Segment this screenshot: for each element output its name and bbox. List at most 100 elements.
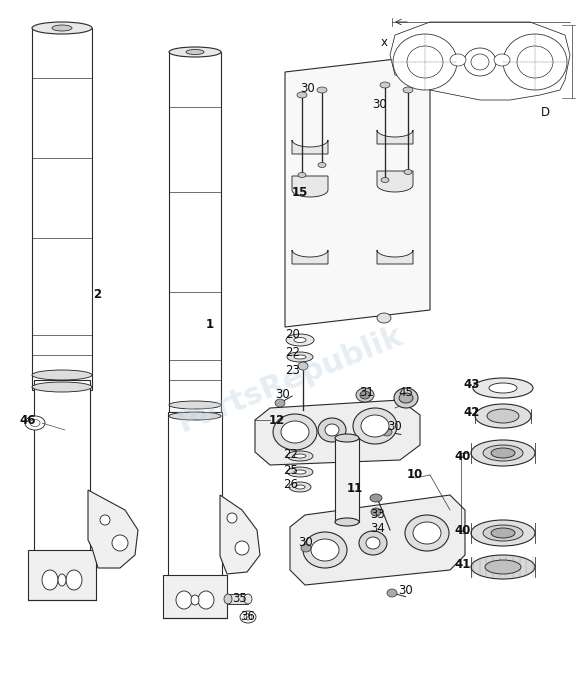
Ellipse shape	[335, 434, 359, 442]
Ellipse shape	[517, 46, 553, 78]
Text: 35: 35	[233, 591, 247, 605]
Ellipse shape	[235, 541, 249, 555]
Ellipse shape	[471, 520, 535, 546]
Text: 10: 10	[407, 468, 423, 481]
Ellipse shape	[198, 591, 214, 609]
Ellipse shape	[25, 416, 45, 430]
Ellipse shape	[286, 334, 314, 346]
Ellipse shape	[483, 445, 523, 461]
Ellipse shape	[485, 560, 521, 574]
Ellipse shape	[370, 494, 382, 502]
Text: 30: 30	[276, 389, 290, 402]
Text: x: x	[381, 36, 388, 49]
Ellipse shape	[294, 454, 306, 458]
Text: 1: 1	[206, 319, 214, 331]
Text: 23: 23	[286, 364, 300, 377]
Ellipse shape	[301, 544, 311, 552]
Ellipse shape	[30, 419, 40, 427]
Ellipse shape	[294, 470, 306, 474]
Text: D: D	[540, 105, 550, 119]
Ellipse shape	[489, 383, 517, 393]
Ellipse shape	[240, 611, 256, 623]
Ellipse shape	[387, 589, 397, 597]
Ellipse shape	[176, 591, 192, 609]
Ellipse shape	[169, 47, 221, 57]
Polygon shape	[168, 412, 222, 580]
Ellipse shape	[244, 614, 252, 620]
Text: 33: 33	[371, 508, 385, 520]
Ellipse shape	[112, 535, 128, 551]
Ellipse shape	[407, 46, 443, 78]
Polygon shape	[335, 438, 359, 522]
Ellipse shape	[491, 448, 515, 458]
Polygon shape	[292, 250, 328, 264]
Polygon shape	[292, 140, 328, 154]
Text: 11: 11	[347, 481, 363, 495]
Ellipse shape	[487, 409, 519, 423]
Ellipse shape	[361, 415, 389, 437]
Text: 40: 40	[455, 450, 471, 462]
Ellipse shape	[169, 412, 221, 420]
Polygon shape	[285, 55, 430, 327]
Ellipse shape	[297, 92, 307, 98]
Ellipse shape	[287, 467, 313, 477]
Text: 46: 46	[20, 414, 36, 427]
Text: 30: 30	[399, 583, 413, 597]
Ellipse shape	[58, 574, 66, 586]
Ellipse shape	[450, 54, 466, 66]
Polygon shape	[228, 594, 248, 604]
Ellipse shape	[413, 522, 441, 544]
Ellipse shape	[318, 163, 326, 167]
Ellipse shape	[318, 418, 346, 442]
Polygon shape	[220, 495, 260, 574]
Text: 41: 41	[455, 558, 471, 572]
Ellipse shape	[471, 440, 535, 466]
Polygon shape	[163, 575, 227, 618]
Ellipse shape	[503, 34, 567, 90]
Ellipse shape	[359, 531, 387, 555]
Text: 30: 30	[388, 421, 402, 433]
Ellipse shape	[191, 595, 199, 605]
Text: 36: 36	[241, 610, 255, 624]
Ellipse shape	[399, 393, 413, 403]
Ellipse shape	[32, 22, 92, 34]
Polygon shape	[28, 550, 96, 600]
Text: 30: 30	[298, 537, 314, 549]
Ellipse shape	[273, 414, 317, 450]
Text: 43: 43	[464, 379, 480, 391]
Text: 20: 20	[286, 329, 300, 342]
Ellipse shape	[473, 378, 533, 398]
Polygon shape	[88, 490, 138, 568]
Ellipse shape	[281, 421, 309, 443]
Ellipse shape	[298, 173, 306, 178]
Ellipse shape	[471, 54, 489, 70]
Ellipse shape	[371, 508, 381, 516]
Ellipse shape	[325, 424, 339, 436]
Ellipse shape	[366, 537, 380, 549]
Polygon shape	[34, 380, 90, 560]
Ellipse shape	[471, 555, 535, 579]
Ellipse shape	[317, 87, 327, 93]
Ellipse shape	[494, 54, 510, 66]
Text: 30: 30	[373, 99, 387, 111]
Ellipse shape	[294, 355, 306, 359]
Text: 30: 30	[301, 82, 315, 95]
Ellipse shape	[483, 525, 523, 541]
Ellipse shape	[353, 408, 397, 444]
Text: 12: 12	[269, 414, 285, 427]
Ellipse shape	[377, 313, 391, 323]
Polygon shape	[377, 130, 413, 144]
Ellipse shape	[404, 169, 412, 175]
Text: 2: 2	[93, 288, 101, 302]
Ellipse shape	[224, 594, 232, 604]
Ellipse shape	[464, 48, 496, 76]
Ellipse shape	[382, 428, 392, 436]
Text: 15: 15	[292, 186, 308, 200]
Ellipse shape	[289, 482, 311, 492]
Ellipse shape	[32, 370, 92, 380]
Text: 45: 45	[399, 387, 413, 400]
Polygon shape	[292, 176, 328, 197]
Ellipse shape	[294, 338, 306, 342]
Text: 40: 40	[455, 524, 471, 537]
Polygon shape	[169, 52, 221, 420]
